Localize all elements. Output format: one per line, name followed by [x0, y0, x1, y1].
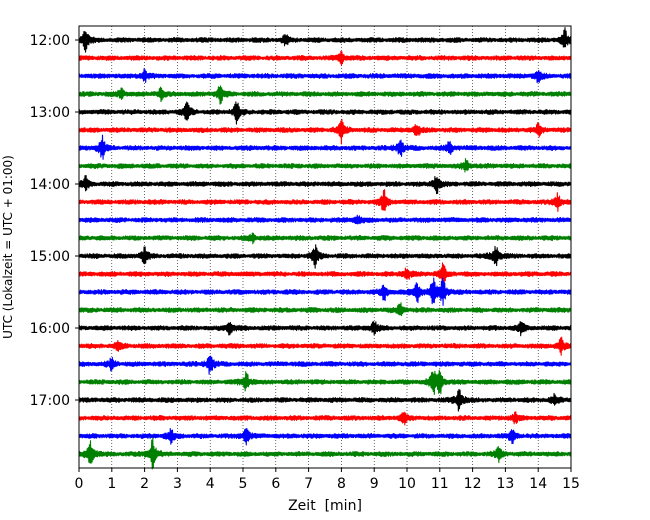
- y-tick-label-1500: 15:00: [30, 249, 70, 265]
- x-tick-label-3: 3: [173, 476, 182, 492]
- trace-1330: [78, 134, 572, 160]
- x-tick-label-1: 1: [107, 476, 116, 492]
- x-tick-label-8: 8: [337, 476, 346, 492]
- trace-1730: [78, 427, 572, 446]
- trace-1630: [78, 355, 572, 375]
- trace-1230: [78, 68, 572, 84]
- trace-1400: [78, 175, 572, 195]
- trace-1500: [78, 244, 572, 269]
- plot-frame: [78, 25, 572, 469]
- trace-1300: [78, 101, 572, 125]
- x-tick-label-5: 5: [239, 476, 248, 492]
- seismic-traces: [78, 26, 572, 470]
- trace-1445: [78, 232, 572, 245]
- x-axis-ticks: 0 1 2 3 4 5 6 7 8 9 10 11 12 13 14 15: [75, 468, 580, 492]
- x-tick-label-0: 0: [75, 476, 84, 492]
- trace-1545: [78, 302, 572, 317]
- y-axis-ticks: 12:00 13:00 14:00 15:00 16:00 17:00: [30, 33, 79, 409]
- trace-1315: [78, 118, 572, 145]
- x-tick-label-15: 15: [562, 476, 580, 492]
- trace-1515: [78, 262, 572, 285]
- x-tick-label-14: 14: [529, 476, 547, 492]
- x-tick-label-9: 9: [370, 476, 379, 492]
- x-tick-label-6: 6: [271, 476, 280, 492]
- trace-1715: [78, 411, 572, 426]
- x-tick-label-11: 11: [431, 476, 449, 492]
- trace-1600: [78, 321, 572, 337]
- trace-1245: [78, 85, 572, 105]
- trace-1700: [78, 388, 572, 412]
- trace-1530: [78, 277, 572, 306]
- x-tick-label-2: 2: [140, 476, 149, 492]
- trace-1345: [78, 158, 572, 173]
- y-tick-label-1700: 17:00: [30, 393, 70, 409]
- trace-1430: [78, 214, 572, 225]
- y-axis-label: UTC (Lokalzeit = UTC + 01:00): [1, 155, 15, 339]
- x-axis-label: Zeit [min]: [288, 498, 362, 514]
- x-tick-label-10: 10: [398, 476, 416, 492]
- x-tick-label-12: 12: [464, 476, 482, 492]
- y-tick-label-1300: 13:00: [30, 105, 70, 121]
- y-tick-label-1400: 14:00: [30, 177, 70, 193]
- x-tick-label-7: 7: [304, 476, 313, 492]
- trace-1745: [78, 437, 572, 470]
- trace-1415: [78, 189, 572, 212]
- y-tick-label-1200: 12:00: [30, 33, 70, 49]
- trace-1215: [78, 50, 572, 66]
- trace-1200: [78, 26, 572, 53]
- x-tick-label-4: 4: [206, 476, 215, 492]
- x-tick-label-13: 13: [496, 476, 514, 492]
- y-tick-label-1600: 16:00: [30, 321, 70, 337]
- trace-1615: [78, 336, 572, 356]
- trace-1645: [78, 369, 572, 396]
